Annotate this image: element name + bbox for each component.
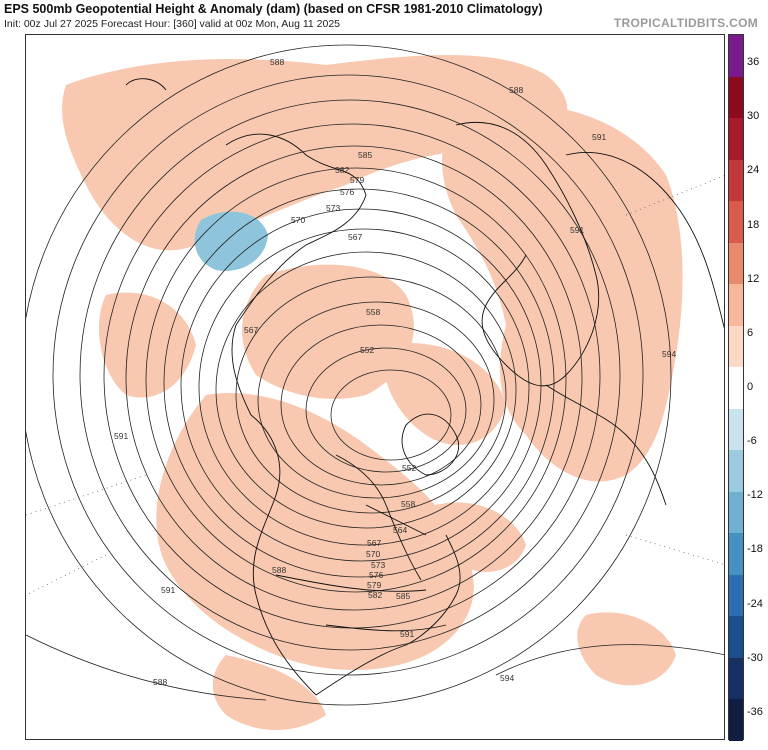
contour-label: 576 <box>340 187 354 197</box>
colorbar-swatch <box>729 284 743 327</box>
contour-label: 579 <box>367 580 381 590</box>
colorbar-swatch <box>729 159 743 202</box>
contour-label: 591 <box>161 585 175 595</box>
colorbar-swatch <box>729 325 743 368</box>
contour-label: 588 <box>270 57 284 67</box>
positive-anomaly-regions <box>62 55 683 730</box>
colorbar-tick-label: -18 <box>747 543 763 556</box>
colorbar-tick-label: -30 <box>747 651 763 664</box>
colorbar-swatch <box>729 616 743 659</box>
contour-label: 591 <box>400 629 414 639</box>
map-subtitle: Init: 00z Jul 27 2025 Forecast Hour: [36… <box>4 18 341 30</box>
colorbar-swatch <box>729 533 743 576</box>
colorbar-swatch <box>729 699 743 742</box>
negative-anomaly-regions <box>194 211 268 271</box>
contour-label: 594 <box>662 349 676 359</box>
colorbar-tick-label: 30 <box>747 110 760 123</box>
colorbar-swatch <box>729 657 743 700</box>
colorbar-tick-label: -24 <box>747 597 763 610</box>
contour-label: 576 <box>369 570 383 580</box>
contour-label: 552 <box>360 345 374 355</box>
colorbar-swatch <box>729 574 743 617</box>
contour-label: 588 <box>509 85 523 95</box>
polar-map: 585 588 591 582 579 576 573 570 567 558 … <box>25 34 725 740</box>
contour-label: 579 <box>350 175 364 185</box>
colorbar-tick-label: -36 <box>747 705 763 718</box>
colorbar-tick-label: 6 <box>747 326 754 339</box>
colorbar-swatch <box>729 201 743 244</box>
contour-label: 582 <box>368 590 382 600</box>
colorbar-swatch <box>729 491 743 534</box>
contour-label: 588 <box>153 677 167 687</box>
contour-label: 558 <box>401 499 415 509</box>
colorbar-tick-label: 24 <box>747 164 760 177</box>
contour-label: 591 <box>114 431 128 441</box>
contour-label: 567 <box>367 538 381 548</box>
contour-label: 585 <box>396 591 410 601</box>
coastlines <box>125 78 724 696</box>
contour-label: 567 <box>348 232 362 242</box>
contour-label: 591 <box>570 225 584 235</box>
colorbar-tick-label: 36 <box>747 56 760 69</box>
contour-label: 594 <box>500 673 514 683</box>
contour-labels: 585 588 591 582 579 576 573 570 567 558 … <box>114 57 676 687</box>
colorbar-tick-label: -6 <box>747 435 757 448</box>
contour-label: 567 <box>244 325 258 335</box>
contour-label: 591 <box>592 132 606 142</box>
map-canvas: 585 588 591 582 579 576 573 570 567 558 … <box>26 44 724 730</box>
map-title: EPS 500mb Geopotential Height & Anomaly … <box>4 2 543 16</box>
colorbar-tick-label: 12 <box>747 272 760 285</box>
contour-label: 558 <box>366 307 380 317</box>
contour-label: 564 <box>393 525 407 535</box>
contour-label: 585 <box>358 150 372 160</box>
colorbar-tick-label: 0 <box>747 381 754 393</box>
colorbar-swatch <box>729 35 743 78</box>
graticule-lines <box>26 175 724 596</box>
colorbar-swatch <box>729 242 743 285</box>
colorbar-swatch <box>729 76 743 119</box>
colorbar-swatch <box>729 408 743 451</box>
colorbar-swatch <box>729 118 743 161</box>
brand-watermark: TROPICALTIDBITS.COM <box>613 16 758 30</box>
contour-label: 588 <box>272 565 286 575</box>
contour-label: 573 <box>371 560 385 570</box>
anomaly-colorbar <box>728 34 744 742</box>
colorbar-tick-label: -12 <box>747 489 763 502</box>
contour-label: 552 <box>402 463 416 473</box>
colorbar-swatch <box>729 450 743 493</box>
map-header: EPS 500mb Geopotential Height & Anomaly … <box>4 2 764 30</box>
height-contours <box>26 44 724 706</box>
contour-label: 570 <box>291 215 305 225</box>
contour-label: 573 <box>326 203 340 213</box>
colorbar-tick-label: 18 <box>747 218 760 231</box>
contour-label: 570 <box>366 549 380 559</box>
contour-label: 582 <box>335 165 349 175</box>
colorbar-swatch <box>729 367 743 410</box>
